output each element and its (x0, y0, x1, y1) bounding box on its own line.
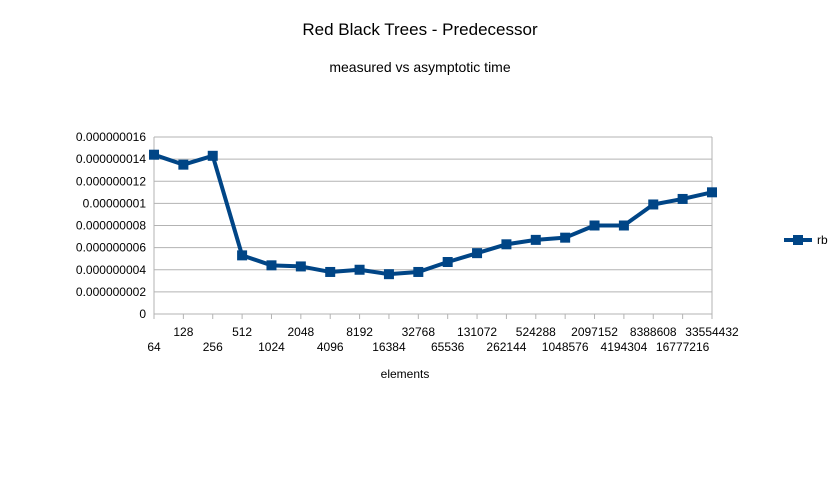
x-axis-label: elements (381, 367, 430, 381)
x-tick-label: 8192 (346, 325, 373, 339)
data-point (178, 159, 189, 170)
x-tick-label: 1048576 (542, 340, 589, 354)
data-point (295, 261, 306, 272)
data-point (707, 187, 717, 198)
y-tick-label: 0.000000004 (76, 263, 146, 277)
y-tick-label: 0.000000002 (76, 285, 146, 299)
data-point (472, 248, 483, 259)
data-point (237, 250, 248, 261)
data-point (325, 266, 336, 277)
x-axis-ticks: 64 128 256 512 10242048409681921638432768655… (147, 314, 739, 354)
legend-marker (793, 235, 803, 245)
x-tick-label: 512 (232, 325, 252, 339)
y-tick-label: 0.000000016 (76, 130, 146, 144)
data-point (383, 269, 394, 280)
y-tick-label: 0.00000001 (83, 196, 147, 210)
x-tick-label: 2048 (287, 325, 314, 339)
y-tick-label: 0.000000014 (76, 152, 146, 166)
data-point (413, 266, 424, 277)
x-tick-label: 33554432 (685, 325, 739, 339)
x-tick-label: 2097152 (571, 325, 618, 339)
data-point (648, 199, 659, 210)
x-tick-label: 4096 (317, 340, 344, 354)
data-point (501, 239, 512, 250)
x-tick-label: 4194304 (601, 340, 648, 354)
data-point (442, 257, 453, 268)
x-tick-label: 16777216 (656, 340, 710, 354)
y-tick-label: 0.000000008 (76, 219, 146, 233)
legend: rb (784, 233, 828, 247)
legend-label: rb (817, 233, 828, 247)
series-group (149, 149, 717, 280)
x-tick-label: 65536 (431, 340, 465, 354)
x-tick-label: 262144 (486, 340, 526, 354)
x-tick-label: 524288 (516, 325, 556, 339)
chart-subtitle: measured vs asymptotic time (329, 59, 510, 75)
y-axis-ticks: 0 0.000000002 0.000000004 0.000000006 0.0000… (76, 130, 146, 321)
gridlines (153, 136, 713, 315)
data-point (354, 264, 365, 275)
data-point (266, 260, 277, 271)
y-tick-label: 0.000000012 (76, 174, 146, 188)
x-tick-label: 1024 (258, 340, 285, 354)
data-point (560, 232, 571, 243)
y-tick-label: 0.000000006 (76, 241, 146, 255)
x-tick-label: 32768 (402, 325, 436, 339)
x-tick-label: 8388608 (630, 325, 677, 339)
data-point (618, 220, 629, 231)
data-point (530, 234, 541, 245)
data-point (149, 149, 159, 160)
chart-title: Red Black Trees - Predecessor (302, 20, 538, 39)
x-tick-label: 64 (147, 340, 161, 354)
x-tick-label: 16384 (372, 340, 406, 354)
data-point (677, 193, 688, 204)
data-point (207, 150, 218, 161)
x-tick-label: 256 (203, 340, 223, 354)
x-tick-label: 131072 (457, 325, 497, 339)
x-tick-label: 128 (173, 325, 193, 339)
data-point (589, 220, 600, 231)
y-tick-label: 0 (139, 307, 146, 321)
